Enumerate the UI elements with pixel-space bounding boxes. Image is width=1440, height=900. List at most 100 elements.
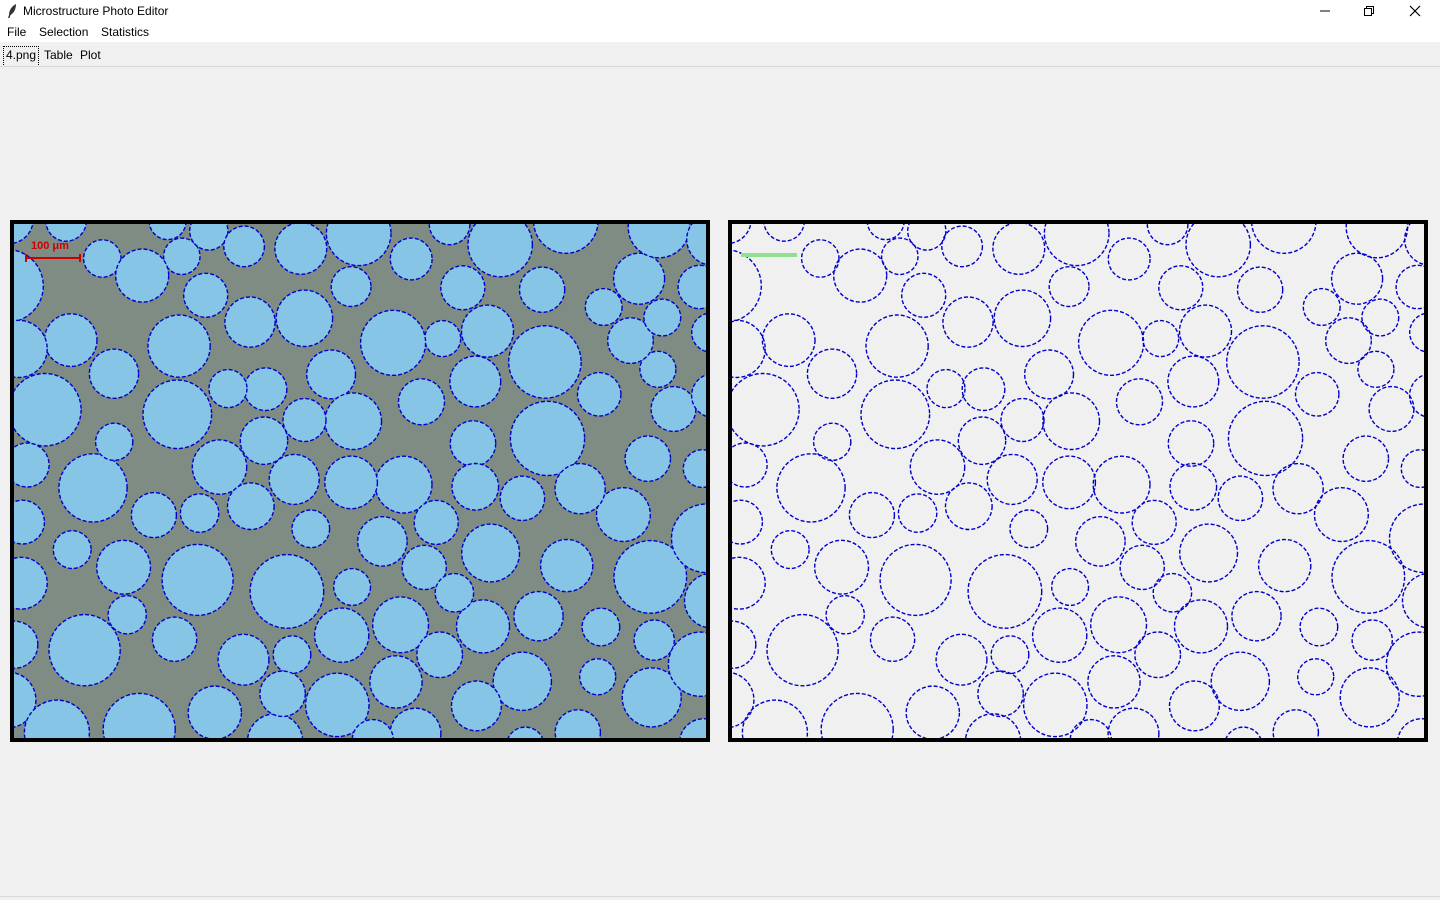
mask-circle[interactable] — [865, 314, 929, 378]
particle-circle[interactable] — [333, 567, 372, 607]
mask-circle[interactable] — [1408, 374, 1424, 418]
particle-circle[interactable] — [518, 266, 566, 313]
menu-statistics[interactable]: Statistics — [101, 25, 150, 39]
mask-circle[interactable] — [1042, 455, 1097, 510]
particle-circle[interactable] — [554, 709, 602, 738]
mask-circle[interactable] — [977, 670, 1025, 718]
mask-circle[interactable] — [1179, 523, 1239, 583]
mask-circle[interactable] — [1330, 252, 1384, 305]
particle-circle[interactable] — [224, 296, 276, 348]
mask-circle[interactable] — [1042, 392, 1101, 451]
mask-circle[interactable] — [848, 491, 896, 539]
particle-circle[interactable] — [43, 313, 98, 368]
particle-circle[interactable] — [23, 699, 91, 738]
mask-circle[interactable] — [776, 453, 846, 523]
mask-circle[interactable] — [1048, 265, 1090, 308]
mask-circle[interactable] — [1173, 599, 1229, 654]
particle-circle[interactable] — [554, 462, 606, 515]
mask-circle[interactable] — [1294, 371, 1340, 417]
particle-circle[interactable] — [223, 225, 266, 268]
particle-circle[interactable] — [613, 539, 688, 614]
particle-circle[interactable] — [259, 670, 307, 718]
mask-circle[interactable] — [1167, 355, 1220, 408]
particle-circle[interactable] — [243, 367, 288, 412]
particle-circle[interactable] — [670, 503, 707, 574]
particle-circle[interactable] — [226, 482, 275, 531]
particle-circle[interactable] — [451, 462, 500, 511]
particle-circle[interactable] — [359, 309, 427, 377]
particle-circle[interactable] — [416, 631, 464, 679]
mask-circle[interactable] — [1272, 709, 1320, 738]
mask-circle[interactable] — [1167, 420, 1215, 467]
particle-circle[interactable] — [14, 499, 46, 545]
particle-circle[interactable] — [682, 449, 706, 489]
particle-circle[interactable] — [607, 317, 655, 365]
mask-circle[interactable] — [1217, 475, 1264, 522]
particle-circle[interactable] — [413, 499, 459, 546]
particle-circle[interactable] — [639, 350, 677, 389]
particle-circle[interactable] — [679, 718, 707, 738]
particle-circle[interactable] — [372, 596, 430, 654]
mask-circle[interactable] — [732, 442, 768, 488]
mask-circle[interactable] — [1168, 680, 1220, 732]
mask-circle[interactable] — [909, 439, 966, 496]
mask-circle[interactable] — [941, 225, 984, 268]
particle-circle[interactable] — [513, 590, 564, 642]
particle-circle[interactable] — [389, 237, 433, 281]
particle-circle[interactable] — [449, 355, 502, 408]
mask-circle[interactable] — [1226, 325, 1300, 399]
particle-circle[interactable] — [208, 368, 248, 409]
mask-circle[interactable] — [1342, 435, 1390, 483]
mask-circle[interactable] — [1043, 224, 1110, 267]
mask-circle[interactable] — [1178, 304, 1233, 358]
particle-circle[interactable] — [191, 439, 248, 496]
particle-circle[interactable] — [499, 475, 546, 522]
particle-circle[interactable] — [677, 264, 706, 310]
particle-circle[interactable] — [691, 313, 706, 353]
particle-circle[interactable] — [450, 680, 502, 732]
particle-circle[interactable] — [351, 718, 394, 738]
mask-circle[interactable] — [1299, 607, 1339, 647]
particle-circle[interactable] — [52, 530, 92, 570]
particle-circle[interactable] — [667, 631, 706, 697]
particle-circle[interactable] — [508, 325, 582, 399]
mask-circle[interactable] — [1297, 658, 1335, 696]
particle-circle[interactable] — [291, 509, 331, 549]
particle-circle[interactable] — [595, 487, 651, 543]
particle-circle[interactable] — [461, 523, 521, 583]
particle-circle[interactable] — [249, 553, 325, 629]
particle-circle[interactable] — [313, 607, 370, 664]
particle-circle[interactable] — [14, 372, 82, 447]
particle-circle[interactable] — [324, 392, 383, 451]
mask-circle[interactable] — [907, 224, 947, 251]
restore-button[interactable] — [1346, 0, 1392, 22]
particle-circle[interactable] — [274, 224, 328, 275]
particle-circle[interactable] — [533, 224, 599, 254]
mask-circle[interactable] — [957, 416, 1007, 466]
mask-circle[interactable] — [761, 313, 816, 368]
mask-circle[interactable] — [1131, 499, 1177, 546]
particle-circle[interactable] — [147, 314, 211, 378]
particle-circle[interactable] — [187, 685, 243, 738]
particle-circle[interactable] — [102, 692, 176, 738]
mask-circle[interactable] — [1313, 487, 1369, 543]
mask-circle[interactable] — [1009, 509, 1049, 549]
mask-circle[interactable] — [1069, 718, 1112, 738]
particle-circle[interactable] — [148, 224, 187, 241]
mask-circle[interactable] — [1227, 400, 1304, 477]
particle-circle[interactable] — [107, 594, 147, 635]
tab-image[interactable]: 4.png — [3, 46, 40, 65]
particle-circle[interactable] — [539, 538, 594, 593]
mask-circle[interactable] — [741, 699, 809, 738]
mask-circle[interactable] — [825, 594, 865, 635]
mask-circle[interactable] — [813, 539, 870, 595]
mask-circle[interactable] — [1325, 317, 1373, 365]
particle-circle[interactable] — [82, 239, 122, 278]
menu-file[interactable]: File — [7, 25, 27, 39]
mask-circle[interactable] — [1185, 224, 1252, 278]
mask-circle[interactable] — [1251, 224, 1317, 254]
mask-circle[interactable] — [1257, 538, 1312, 593]
particle-circle[interactable] — [14, 224, 34, 244]
mask-circle[interactable] — [806, 348, 858, 399]
particle-circle[interactable] — [690, 374, 706, 418]
